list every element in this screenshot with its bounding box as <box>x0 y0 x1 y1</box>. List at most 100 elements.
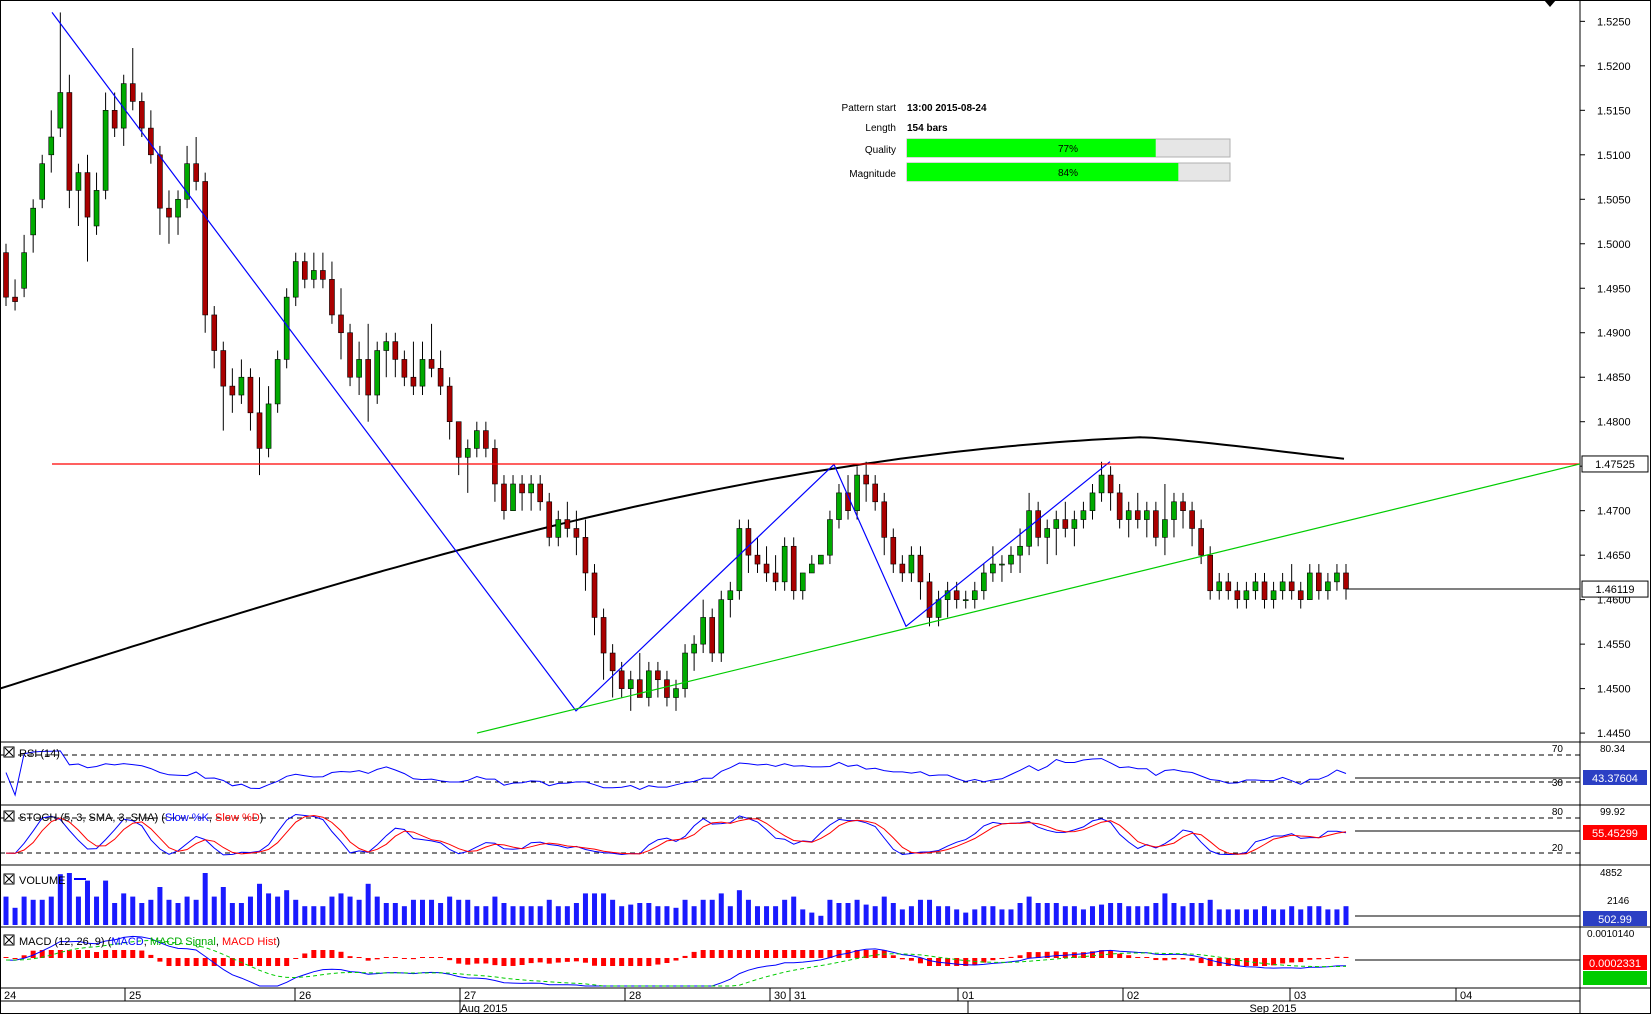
moving-average-layer <box>0 436 1345 690</box>
macd-hist-bar <box>890 955 896 958</box>
candle <box>120 74 127 146</box>
macd-hist-bar <box>908 958 914 961</box>
candle <box>546 492 553 547</box>
macd-hist-bar <box>193 958 199 966</box>
candle <box>1234 581 1241 609</box>
macd-hist-bar <box>329 950 335 958</box>
volume-bar <box>410 899 416 925</box>
candle <box>600 608 607 680</box>
candle <box>899 555 906 582</box>
macd-hist-bar <box>465 958 471 965</box>
candle <box>157 145 163 235</box>
candle <box>1035 501 1041 547</box>
candle <box>999 555 1005 582</box>
magnitude-bar-fill <box>907 163 1179 181</box>
volume-bar <box>927 899 933 925</box>
macd-hist-bar <box>637 958 643 966</box>
candle <box>1189 501 1195 547</box>
macd-hist-bar <box>1099 950 1105 958</box>
support-trend-line <box>476 463 1581 734</box>
volume-bar <box>401 906 407 925</box>
macd-hist-bar <box>773 950 779 958</box>
day-label: 26 <box>299 990 311 1002</box>
macd-hist-bar <box>1026 952 1032 958</box>
candle <box>48 110 55 173</box>
macd-hist-bar <box>94 951 100 958</box>
volume-bar <box>646 903 652 925</box>
volume-bar <box>57 874 63 925</box>
macd-hist-bar <box>945 958 951 966</box>
macd-hist-bar <box>338 951 344 958</box>
macd-hist-bar <box>229 958 235 966</box>
candle <box>356 341 362 396</box>
candle <box>1180 492 1186 529</box>
candle <box>1279 572 1286 600</box>
volume-bar <box>818 915 824 925</box>
macd-hist-bar <box>30 950 36 958</box>
macd-hist-bar <box>546 958 552 964</box>
volume-bar <box>103 880 109 925</box>
volume-bar <box>845 903 851 925</box>
macd-hist-bar <box>302 953 308 958</box>
candle <box>772 555 779 591</box>
volume-bar <box>628 904 634 925</box>
volume-bar <box>1262 906 1268 925</box>
stoch-20-tick: 20 <box>1552 843 1564 854</box>
volume-bar <box>773 906 779 925</box>
volume-bar <box>320 906 326 925</box>
volume-bar <box>247 896 253 925</box>
candle <box>102 92 109 200</box>
volume-bar <box>1035 903 1041 925</box>
macd-hist-bar <box>438 957 444 958</box>
candle <box>890 528 897 573</box>
macd-hist-bar <box>103 950 109 958</box>
candle <box>256 377 263 476</box>
volume-bar <box>211 896 217 925</box>
volume-bar <box>573 903 579 925</box>
macd-hist-bar <box>157 958 163 962</box>
candle <box>428 323 435 378</box>
volume-bar <box>709 899 715 925</box>
macd-hist-bar <box>474 958 480 964</box>
price-tick-label: 1.5100 <box>1597 150 1631 162</box>
macd-hist-bar <box>1108 950 1114 958</box>
macd-hist-bar <box>447 958 453 961</box>
macd-hist-bar <box>1089 951 1095 958</box>
volume-bar <box>329 896 335 925</box>
volume-bar <box>130 896 136 925</box>
pattern-start-label: Pattern start <box>842 103 897 114</box>
candle <box>30 199 36 253</box>
macd-pane: MACD (12, 26, 9) (MACD, MACD Signal, MAC… <box>3 929 1647 987</box>
volume-bar <box>836 903 842 925</box>
stoch-current-badge <box>1583 825 1647 840</box>
close-icon <box>4 874 14 884</box>
volume-bar <box>1053 903 1059 925</box>
close-icon <box>4 811 14 821</box>
volume-bar <box>483 906 489 925</box>
macd-hist-bar <box>419 957 425 958</box>
candle <box>1153 501 1159 547</box>
candle <box>301 252 308 289</box>
macd-hist-bar <box>1334 956 1340 958</box>
volume-bar <box>791 896 797 925</box>
macd-hist-bar <box>220 958 226 966</box>
macd-hist-bar <box>66 950 72 958</box>
stoch-pane: STOCH (5, 3, SMA, 3, SMA) (Slow %K, Slow… <box>0 807 1647 856</box>
macd-hist-bar <box>275 958 281 966</box>
price-tick-label: 1.4450 <box>1597 728 1631 740</box>
macd-hist-bar <box>12 958 18 959</box>
candle <box>682 644 688 698</box>
macd-hist-bar <box>1144 957 1150 958</box>
macd-hist-bar <box>347 956 353 958</box>
scroll-arrow-icon[interactable] <box>1544 0 1556 7</box>
volume-current-badge <box>1583 911 1647 926</box>
macd-hist-bar <box>320 950 326 958</box>
macd-hist-bar <box>1280 958 1286 964</box>
macd-hist-bar <box>854 950 860 958</box>
volume-bar <box>1180 906 1186 925</box>
macd-hist-bar <box>3 957 9 958</box>
macd-hist-bar <box>555 958 561 963</box>
candle <box>1017 528 1023 573</box>
candle <box>664 670 670 707</box>
candle <box>483 421 489 458</box>
